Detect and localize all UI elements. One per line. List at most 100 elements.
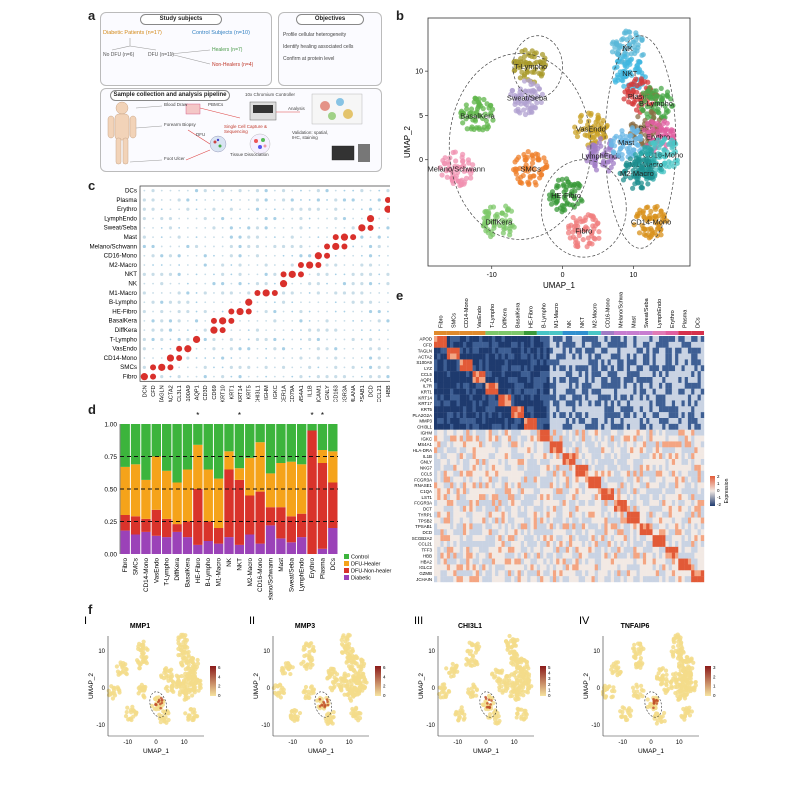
dotplot-dot: [247, 357, 250, 359]
dotplot-dot: [378, 189, 381, 192]
heatmap-row-label: TPSB2: [418, 518, 432, 523]
heatmap-row-label: TAGLN: [418, 348, 432, 353]
dotplot-dot: [177, 254, 181, 258]
dotplot-dot: [300, 282, 302, 285]
bar-segment: [182, 537, 193, 554]
dotplot-dot: [368, 375, 373, 379]
dotplot-dot: [221, 263, 225, 267]
dotplot-dot: [256, 301, 259, 304]
dotplot-dot: [151, 207, 155, 211]
heatmap-col-label: BasalKera: [516, 302, 522, 328]
dotplot-row-label: CD14-Mono: [104, 355, 138, 362]
dotplot-dot: [369, 319, 372, 322]
bar-segment: [162, 424, 172, 471]
dotplot-dot: [178, 264, 181, 266]
heatmap-row-label: AQP1: [420, 378, 432, 383]
bar-segment: [203, 521, 213, 541]
dotplot-dot: [168, 300, 173, 304]
heatmap-col-label: LymphEndo: [657, 299, 663, 328]
heatmap-col-annotation: [562, 331, 576, 335]
dotplot-dot: [265, 236, 268, 239]
dotplot-col-label: CD3D: [203, 385, 209, 400]
dotplot-dot: [256, 347, 259, 350]
dotplot-dot: [203, 291, 207, 295]
umap-cluster-label: Melano/Schwann: [428, 165, 486, 174]
dotplot-dot: [308, 236, 311, 239]
dotplot-dot: [317, 366, 320, 369]
dotplot-dot: [168, 328, 173, 332]
bar-segment: [286, 424, 296, 462]
feature-y-tick: 0: [267, 686, 271, 692]
dotplot-dot: [386, 189, 390, 193]
dotplot-row-label: SMCs: [120, 364, 137, 371]
dotplot-dot: [273, 236, 276, 239]
panel-label-c: c: [88, 178, 96, 193]
dotplot-dot: [368, 309, 373, 314]
dotplot-dot: [352, 357, 355, 359]
dotplot-col-label: DCN: [142, 385, 148, 397]
dotplot-col-label: KRT5: [247, 385, 253, 399]
dotplot-dot: [210, 326, 218, 334]
dotplot-dot: [142, 216, 146, 221]
dotplot-dot: [360, 310, 363, 313]
dotplot-dot: [343, 208, 346, 211]
dotplot-dot: [308, 357, 311, 359]
dotplot-dot: [228, 308, 235, 315]
dotplot-dot: [334, 207, 338, 211]
bar-category-label: M1-Macro: [216, 558, 223, 587]
feature-legend-tick: 0: [218, 693, 221, 698]
heatmap-row-label: GZMB: [419, 571, 432, 576]
dotplot-dot: [142, 347, 146, 351]
bar-segment: [286, 542, 296, 554]
feature-y-label: UMAP_2: [583, 673, 590, 699]
healers-label: Healers (n=7): [212, 47, 243, 53]
dotplot-dot: [221, 226, 224, 229]
umap-cluster-vasendo: [572, 110, 610, 148]
umap-cluster-label: NKT: [622, 69, 637, 78]
dotplot-dot: [245, 298, 253, 306]
bar-segment: [120, 530, 130, 554]
dotplot-dot: [291, 357, 294, 359]
dotplot-dot: [343, 338, 346, 341]
dotplot-dot: [204, 245, 207, 248]
dotplot-dot: [368, 263, 373, 267]
heatmap-row-label: KRT14: [418, 395, 432, 400]
dotplot-dot: [325, 272, 329, 276]
legend-label: DFU-Healer: [351, 562, 381, 568]
dotplot-dot: [387, 217, 389, 220]
heatmap-row-label: APOD: [420, 337, 432, 342]
dotplot-dot: [324, 252, 331, 259]
dotplot-dot: [299, 216, 303, 221]
dotplot-row-label: DiffKera: [115, 327, 138, 334]
dotplot-dot: [186, 300, 190, 304]
dotplot-dot: [282, 310, 285, 313]
heatmap-col-label: Mast: [631, 316, 637, 328]
dotplot-dot: [186, 366, 189, 369]
heatmap-col-label: M1-Macro: [554, 303, 560, 328]
feature-x-label: UMAP_1: [473, 748, 499, 755]
heatmap-col-label: DCs: [696, 317, 702, 328]
dotplot-dot: [368, 244, 373, 249]
dotplot-dot: [368, 272, 373, 276]
dotplot-dot: [160, 245, 163, 248]
dotplot-dot: [386, 365, 390, 369]
dotplot-dot: [169, 310, 172, 313]
dotplot-dot: [168, 226, 173, 230]
dotplot-dot: [192, 335, 201, 344]
heatmap-row-label: MS4A1: [418, 442, 433, 447]
feature-legend-bar: [210, 666, 216, 696]
dotplot-dot: [273, 272, 277, 276]
dotplot-dot: [291, 319, 294, 322]
dotplot-dot: [203, 254, 207, 258]
dotplot-dot: [178, 226, 181, 229]
bar-category-label: Fibro: [122, 558, 129, 573]
feature-legend-tick: 1: [713, 684, 716, 689]
dotplot-dot: [317, 245, 320, 248]
dotplot-dot: [169, 189, 172, 192]
umap-cluster-sweat-seba: [508, 78, 546, 118]
dotplot-dot: [142, 198, 146, 202]
dotplot-dot: [143, 329, 146, 332]
feature-umap-mmp3: II MMP3 -10 10 0 0 10 -10 UMAP_1 UMAP_2 6 4 2 0: [249, 615, 386, 755]
dotplot-dot: [177, 291, 181, 295]
significance-star: *: [196, 411, 199, 420]
